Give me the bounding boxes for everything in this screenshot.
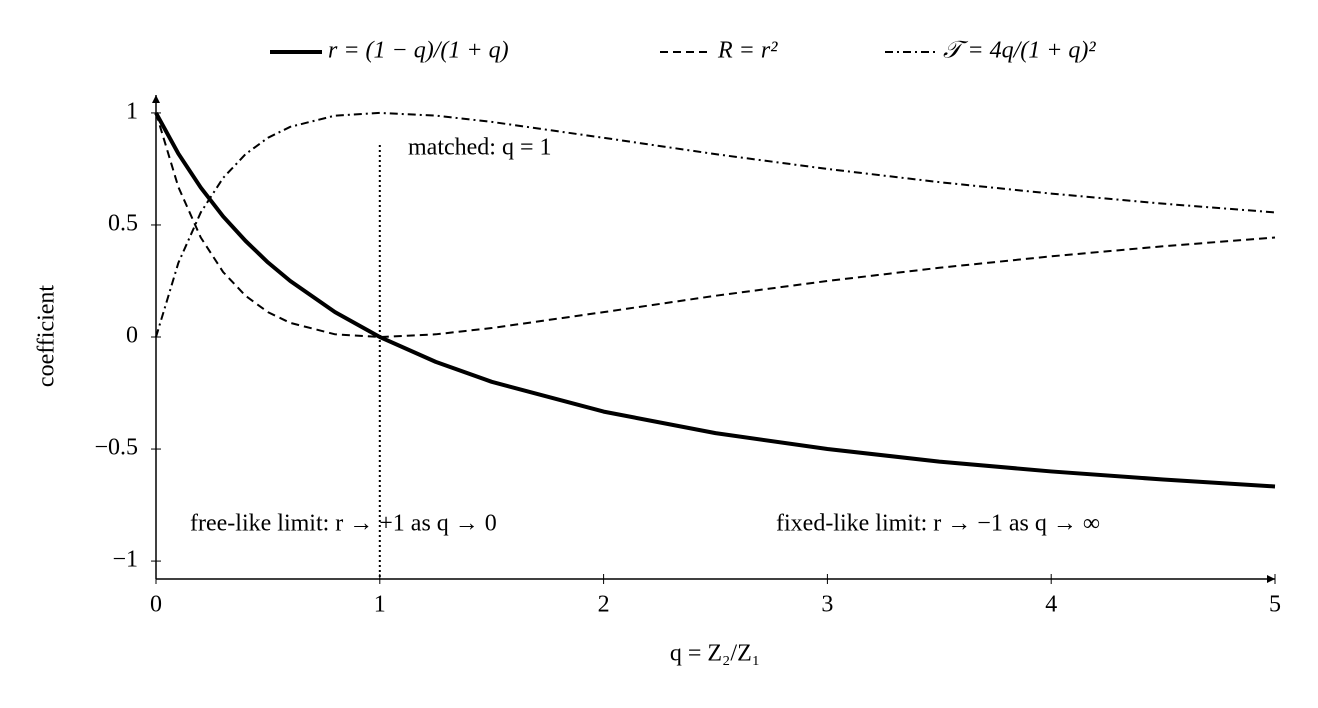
- annotation: free-like limit: r → +1 as q → 0: [190, 511, 497, 537]
- x-tick-label: 0: [150, 592, 162, 618]
- annotation: matched: q = 1: [408, 135, 552, 161]
- y-tick-label: −1: [112, 547, 138, 573]
- annotation: fixed-like limit: r → −1 as q → ∞: [776, 511, 1100, 537]
- legend-label: 𝒯 = 4q/(1 + q)²: [943, 38, 1096, 64]
- data-line: [154, 111, 1276, 489]
- x-tick-label: 2: [598, 592, 610, 618]
- y-tick-label: 0: [126, 323, 138, 349]
- y-tick-label: −0.5: [94, 435, 138, 461]
- y-tick-label: 0.5: [108, 210, 138, 236]
- data-line: [155, 111, 1276, 338]
- x-tick-label: 1: [374, 592, 386, 618]
- y-tick-label: 1: [126, 98, 138, 124]
- x-axis-arrow: [1267, 575, 1275, 583]
- x-tick-label: 3: [821, 592, 833, 618]
- y-axis-arrow: [152, 95, 160, 103]
- x-tick-label: 5: [1269, 592, 1281, 618]
- x-axis-label: q = Z₂/Z₁: [670, 641, 760, 667]
- y-axis-label: coefficient: [34, 285, 60, 387]
- legend-label: R = r²: [717, 38, 778, 64]
- x-tick-label: 4: [1045, 592, 1057, 618]
- legend-label: r = (1 − q)/(1 + q): [328, 38, 509, 64]
- data-line: [155, 112, 1276, 338]
